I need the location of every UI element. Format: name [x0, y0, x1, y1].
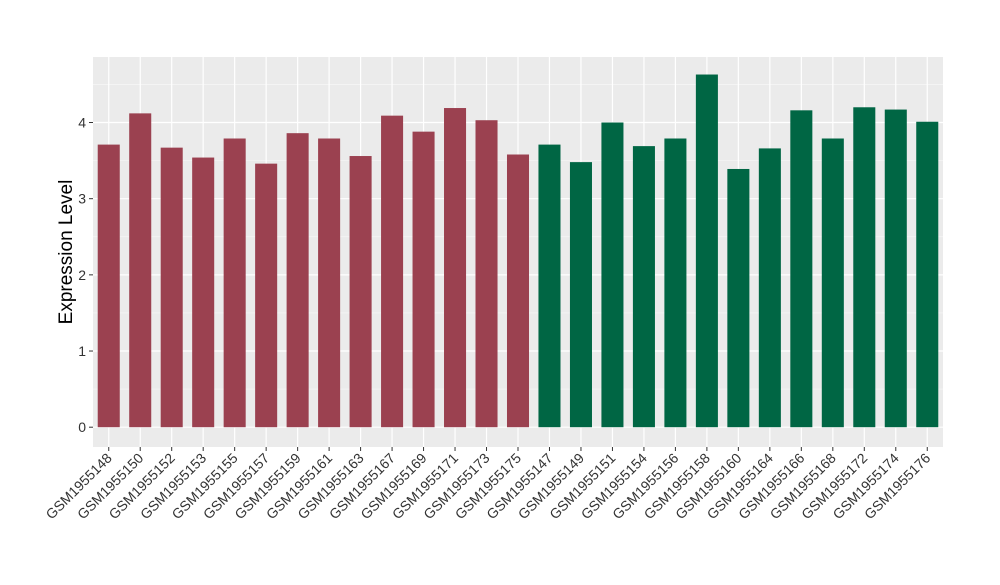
bar-GSM1955157 — [255, 163, 278, 428]
bar-GSM1955147 — [538, 144, 561, 428]
bar-GSM1955164 — [758, 148, 781, 428]
bar-GSM1955171 — [444, 108, 467, 428]
bar-GSM1955158 — [695, 74, 718, 428]
y-tick-label: 0 — [78, 419, 86, 435]
bar-GSM1955161 — [318, 138, 341, 428]
bar-GSM1955160 — [727, 168, 750, 428]
bar-GSM1955151 — [601, 122, 624, 428]
bar-GSM1955173 — [475, 120, 498, 428]
bar-GSM1955174 — [884, 109, 907, 428]
bar-GSM1955175 — [506, 154, 530, 428]
bar-GSM1955166 — [790, 110, 813, 428]
bar-GSM1955149 — [569, 162, 592, 428]
bar-GSM1955163 — [349, 156, 372, 428]
bar-GSM1955153 — [192, 157, 215, 428]
y-tick-label: 2 — [78, 267, 86, 283]
y-tick-label: 3 — [78, 191, 86, 207]
y-tick-label: 4 — [78, 115, 86, 131]
y-tick-label: 1 — [78, 343, 86, 359]
bar-GSM1955152 — [160, 147, 183, 428]
bar-GSM1955159 — [286, 133, 309, 428]
bar-GSM1955172 — [853, 107, 876, 428]
bar-GSM1955176 — [916, 121, 939, 428]
bar-GSM1955154 — [632, 146, 655, 428]
bar-GSM1955150 — [129, 113, 152, 428]
bar-GSM1955156 — [664, 138, 687, 428]
bar-GSM1955168 — [821, 138, 844, 428]
y-axis-label: Expression Level — [56, 180, 77, 325]
bar-GSM1955167 — [381, 115, 404, 428]
bar-GSM1955169 — [412, 131, 435, 428]
bar-GSM1955148 — [97, 144, 120, 428]
bar-GSM1955155 — [223, 138, 246, 428]
